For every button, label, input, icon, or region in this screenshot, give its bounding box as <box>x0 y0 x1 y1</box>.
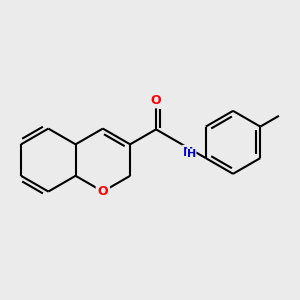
Text: O: O <box>98 185 108 198</box>
Text: H: H <box>187 149 196 159</box>
Text: N: N <box>183 146 193 158</box>
Text: O: O <box>151 94 161 107</box>
